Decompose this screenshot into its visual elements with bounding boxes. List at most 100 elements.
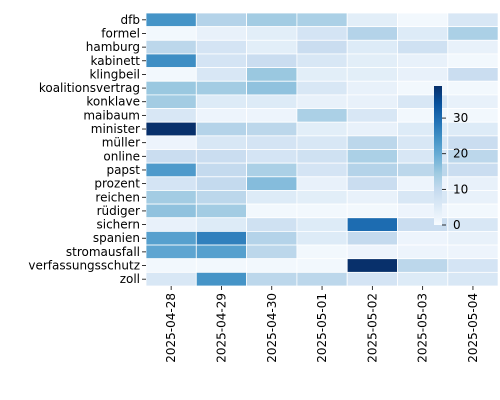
heatmap-cell [346, 12, 398, 28]
y-tick-label: spanien [93, 231, 140, 245]
y-tick-label: reichen [95, 190, 140, 204]
y-tick-label: maibaum [83, 108, 140, 122]
heatmap-cell [246, 39, 298, 55]
heatmap-cell [246, 203, 298, 219]
y-tick-label: hamburg [86, 40, 140, 54]
y-tick-label: zoll [120, 272, 140, 286]
heatmap-cell [195, 39, 248, 55]
heatmap-cell [195, 176, 248, 191]
heatmap-cell [246, 67, 298, 82]
heatmap-cell [145, 176, 197, 191]
colorbar: 0 10 20 30 [434, 86, 468, 232]
heatmap-cell [397, 39, 449, 55]
y-tick-label: konklave [86, 95, 140, 109]
heatmap-cell [195, 67, 248, 82]
heatmap-cell [447, 203, 499, 219]
heatmap-cell [246, 135, 298, 150]
heatmap-cell [397, 67, 449, 82]
heatmap-cell [145, 67, 197, 82]
heatmap-cell [296, 80, 348, 96]
heatmap-cell [296, 149, 348, 164]
heatmap-cell [195, 121, 248, 137]
heatmap-cell [195, 94, 248, 109]
heatmap-cell [195, 230, 248, 246]
heatmap-cell [397, 12, 449, 28]
heatmap-cell [145, 217, 197, 232]
x-tick-label: 2025-05-03 [416, 293, 430, 363]
heatmap-cells [145, 12, 499, 287]
y-tick-label: verfassungsschutz [28, 259, 140, 273]
y-tick-label: online [103, 149, 140, 163]
heatmap-cell [246, 190, 298, 205]
heatmap-cell [246, 53, 298, 69]
heatmap-cell [296, 162, 348, 178]
y-tick-label: formel [101, 26, 140, 40]
heatmap-cell [246, 121, 298, 137]
colorbar-tick-label: 20 [453, 147, 468, 161]
x-tick-label: 2025-04-28 [164, 293, 178, 363]
heatmap-cell [246, 244, 298, 260]
y-tick-label: sichern [97, 218, 141, 232]
heatmap-cell [447, 39, 499, 55]
y-tick-label: kabinett [91, 54, 141, 68]
y-axis-labels: dfbformelhamburgkabinettklingbeilkoaliti… [28, 13, 146, 286]
heatmap-cell [296, 53, 348, 69]
heatmap-cell [296, 94, 348, 109]
heatmap-cell [346, 190, 398, 205]
heatmap-cell [346, 271, 398, 287]
heatmap-cell [246, 94, 298, 109]
heatmap-cell [145, 94, 197, 109]
heatmap-cell [195, 203, 248, 219]
heatmap-cell [195, 217, 248, 232]
heatmap-cell [346, 39, 398, 55]
colorbar-tick-label: 0 [453, 218, 461, 232]
heatmap-cell [246, 271, 298, 287]
heatmap-cell [296, 176, 348, 191]
heatmap-cell [346, 230, 398, 246]
heatmap-cell [397, 258, 449, 273]
y-tick-label: koalitionsvertrag [39, 81, 140, 95]
heatmap-cell [296, 258, 348, 273]
heatmap-cell [447, 12, 499, 28]
heatmap-cell [296, 121, 348, 137]
y-tick-label: stromausfall [66, 245, 140, 259]
heatmap-cell [296, 217, 348, 232]
colorbar-gradient [434, 86, 442, 225]
heatmap-cell [195, 271, 248, 287]
heatmap-cell [296, 108, 348, 123]
heatmap-cell [296, 39, 348, 55]
heatmap-cell [447, 53, 499, 69]
heatmap-cell [346, 53, 398, 69]
heatmap-cell [145, 190, 197, 205]
heatmap-cell [195, 190, 248, 205]
heatmap-cell [195, 258, 248, 273]
y-tick-label: papst [106, 163, 140, 177]
heatmap-cell [296, 12, 348, 28]
colorbar-tick-label: 30 [453, 111, 468, 125]
heatmap-cell [296, 67, 348, 82]
heatmap-cell [397, 244, 449, 260]
heatmap-cell [346, 135, 398, 150]
heatmap-cell [296, 230, 348, 246]
heatmap-cell [246, 230, 298, 246]
heatmap-cell [346, 176, 398, 191]
heatmap-cell [397, 26, 449, 41]
heatmap-cell [145, 53, 197, 69]
heatmap-cell [346, 203, 398, 219]
heatmap-cell [447, 258, 499, 273]
heatmap-cell [447, 67, 499, 82]
heatmap-cell [246, 217, 298, 232]
heatmap-cell [145, 108, 197, 123]
colorbar-tick-label: 10 [453, 182, 468, 196]
heatmap-cell [246, 162, 298, 178]
x-tick-label: 2025-04-29 [214, 293, 228, 363]
heatmap-cell [195, 244, 248, 260]
heatmap-cell [296, 26, 348, 41]
heatmap-cell [346, 162, 398, 178]
heatmap-cell [195, 149, 248, 164]
y-tick-label: rüdiger [97, 204, 140, 218]
heatmap-cell [246, 176, 298, 191]
heatmap-cell [195, 162, 248, 178]
heatmap-cell [346, 244, 398, 260]
